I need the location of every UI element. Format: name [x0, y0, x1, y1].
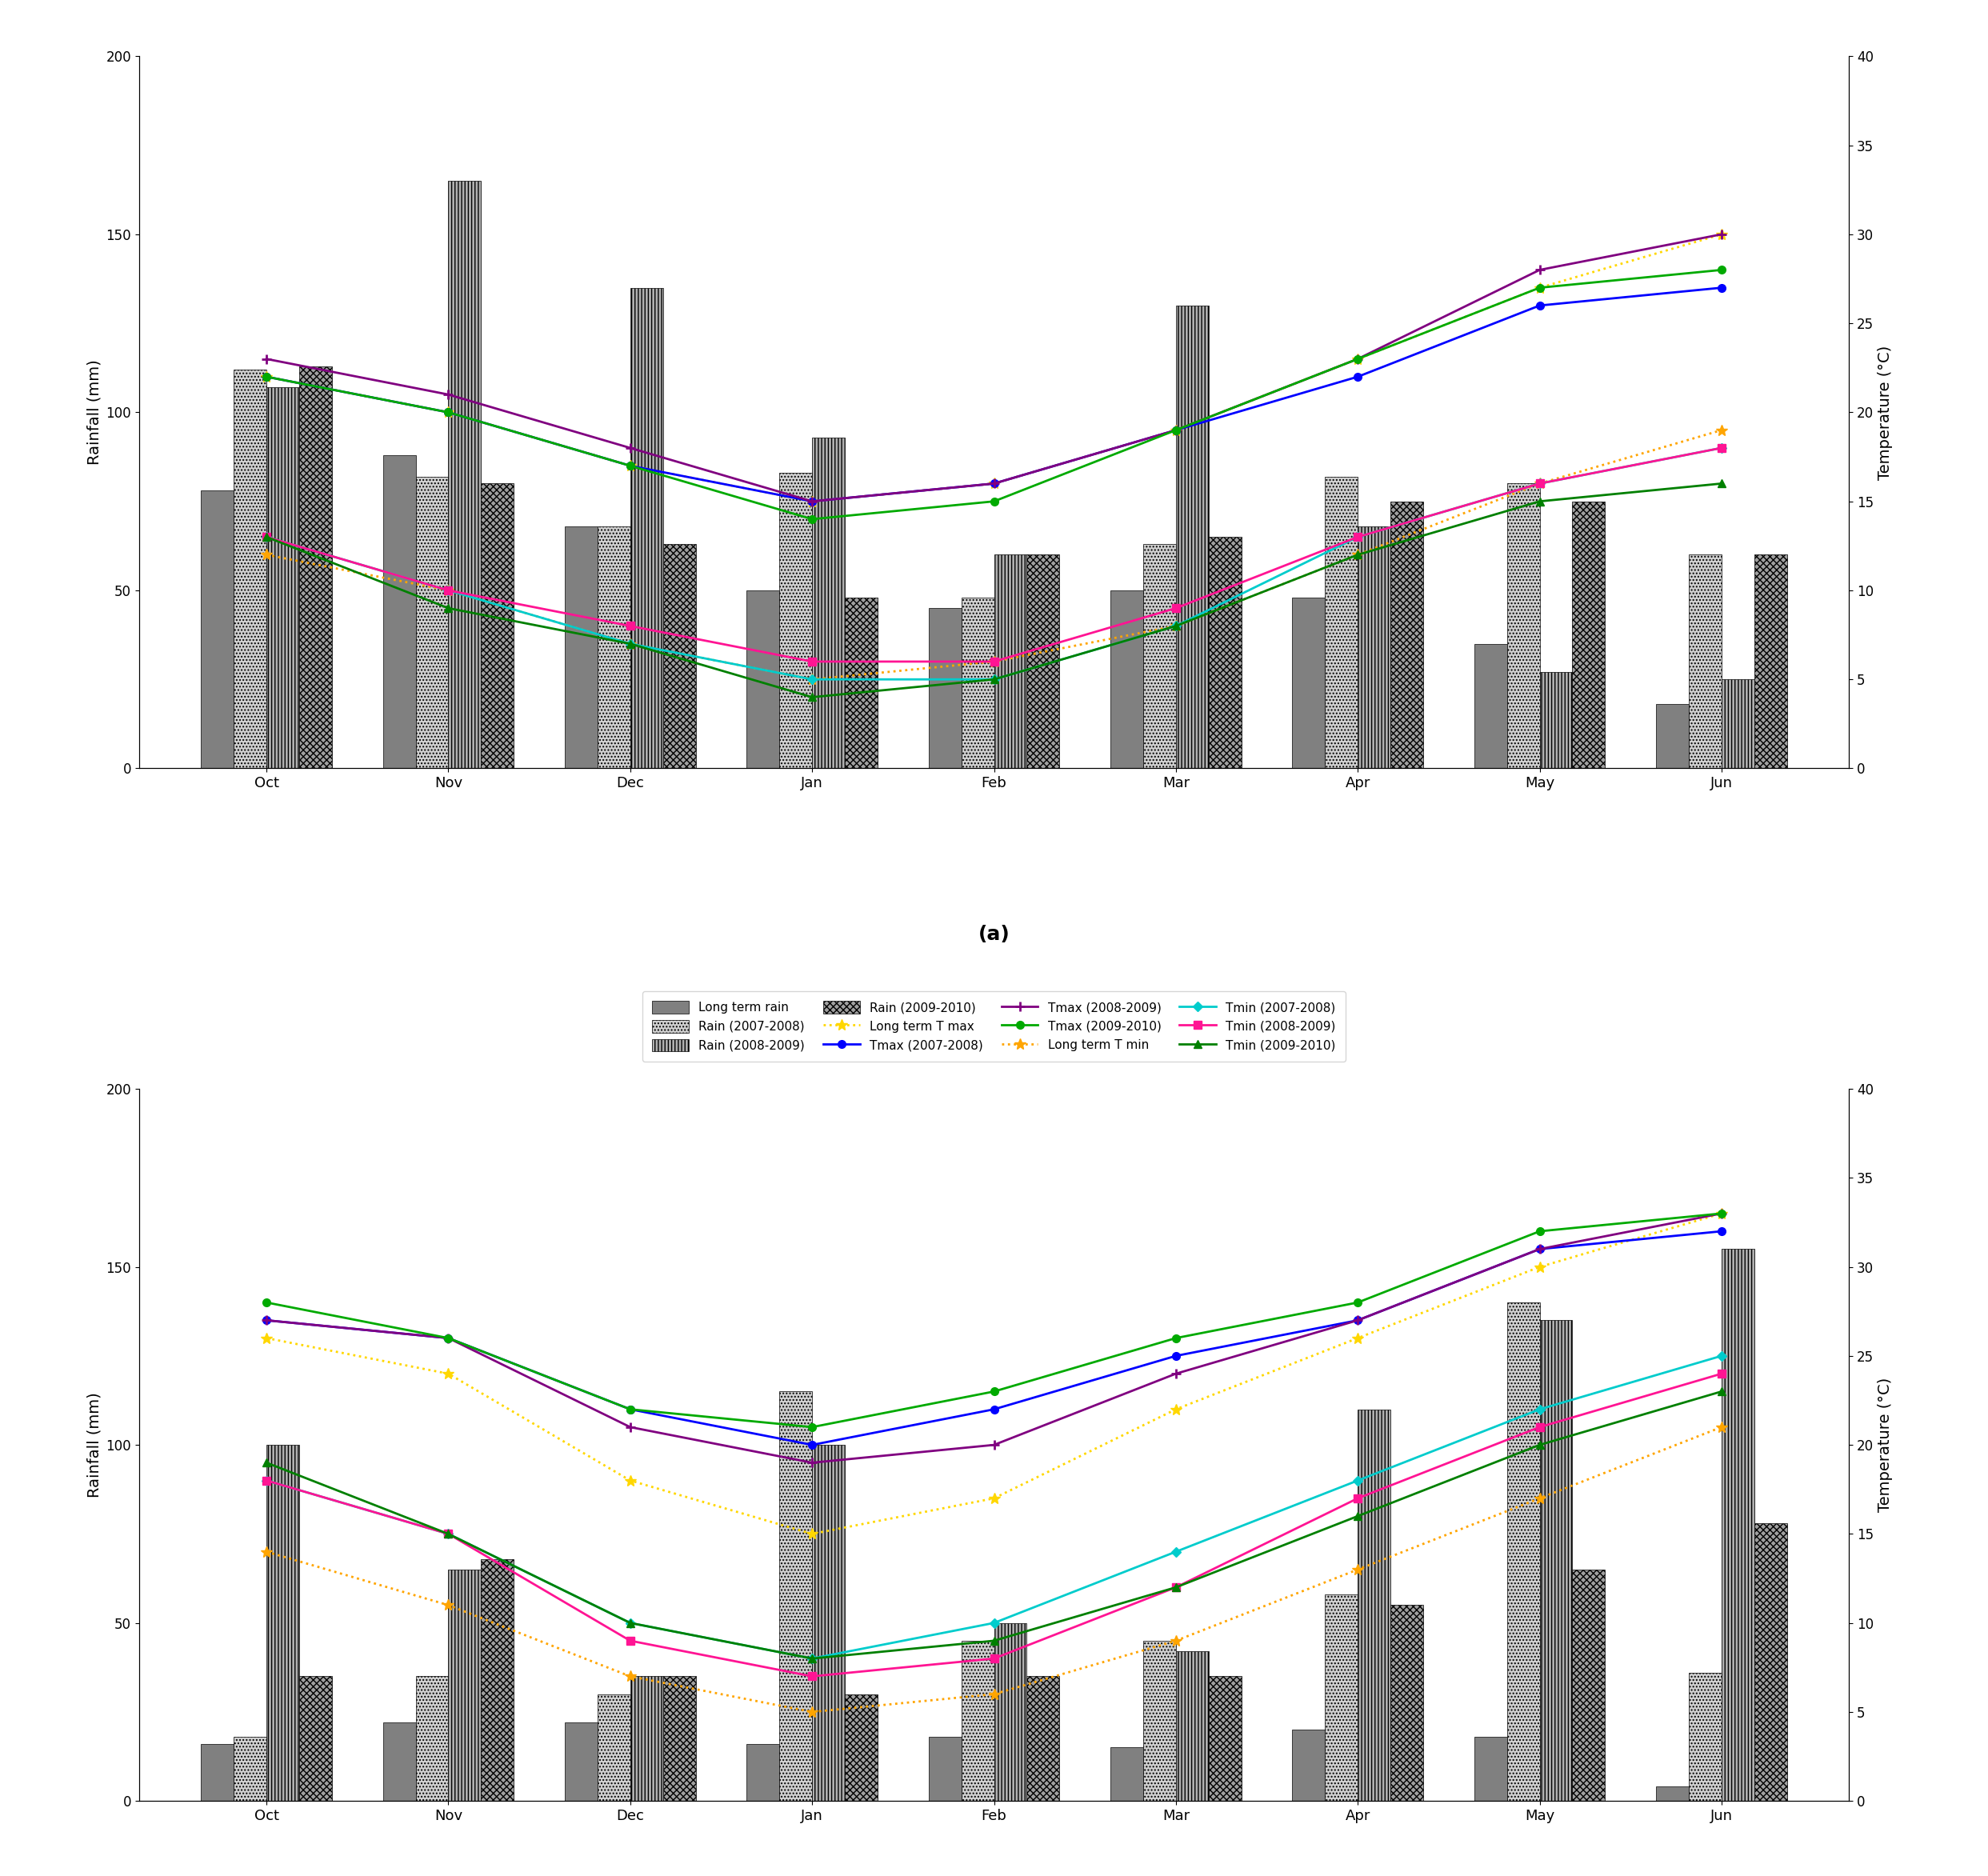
Bar: [266, 1445, 300, 1801]
Bar: [235, 1737, 266, 1801]
Bar: [1390, 501, 1423, 769]
Bar: [415, 477, 449, 769]
Bar: [449, 180, 481, 769]
Bar: [779, 473, 813, 769]
Bar: [201, 1745, 235, 1801]
Bar: [1326, 477, 1358, 769]
Bar: [1656, 704, 1688, 769]
Bar: [1722, 1249, 1753, 1801]
Bar: [235, 370, 266, 769]
Bar: [598, 1694, 630, 1801]
Bar: [1026, 1677, 1060, 1801]
Bar: [1026, 555, 1060, 769]
Bar: [747, 591, 779, 769]
Bar: [384, 456, 415, 769]
Bar: [962, 1642, 994, 1801]
Bar: [630, 287, 662, 769]
Bar: [1209, 537, 1241, 769]
Bar: [1539, 1321, 1573, 1801]
Bar: [1111, 591, 1143, 769]
Bar: [1143, 1642, 1175, 1801]
Legend: Long term rain, Rain (2007-2008), Rain (2008-2009), Rain (2009-2010), Long term : Long term rain, Rain (2007-2008), Rain (…: [642, 991, 1346, 1062]
Bar: [662, 544, 696, 769]
Bar: [449, 1570, 481, 1801]
Y-axis label: Rainfall (mm): Rainfall (mm): [85, 1392, 101, 1497]
Bar: [1358, 1409, 1390, 1801]
Bar: [845, 597, 877, 769]
Bar: [1143, 544, 1175, 769]
Bar: [813, 437, 845, 769]
Y-axis label: Temperature (°C): Temperature (°C): [1879, 345, 1893, 480]
Bar: [1573, 501, 1604, 769]
Bar: [1209, 1677, 1241, 1801]
Bar: [1175, 306, 1209, 769]
Bar: [1358, 527, 1390, 769]
Bar: [845, 1694, 877, 1801]
Bar: [1292, 1730, 1326, 1801]
Bar: [598, 527, 630, 769]
Bar: [1688, 555, 1722, 769]
Bar: [928, 1737, 962, 1801]
Bar: [1539, 672, 1573, 769]
Bar: [1292, 597, 1326, 769]
Y-axis label: Rainfall (mm): Rainfall (mm): [85, 360, 101, 465]
Bar: [300, 1677, 332, 1801]
Bar: [813, 1445, 845, 1801]
Bar: [300, 366, 332, 769]
Bar: [962, 597, 994, 769]
Bar: [994, 1623, 1026, 1801]
Bar: [1507, 484, 1539, 769]
Bar: [1753, 555, 1787, 769]
Bar: [481, 484, 513, 769]
Bar: [1656, 1786, 1688, 1801]
Bar: [994, 555, 1026, 769]
Bar: [1722, 679, 1753, 769]
Bar: [565, 1722, 598, 1801]
Bar: [1507, 1302, 1539, 1801]
Y-axis label: Temperature (°C): Temperature (°C): [1879, 1377, 1893, 1512]
Bar: [1326, 1595, 1358, 1801]
Bar: [928, 608, 962, 769]
Bar: [1475, 1737, 1507, 1801]
Bar: [481, 1559, 513, 1801]
Bar: [1390, 1606, 1423, 1801]
Bar: [266, 388, 300, 769]
Bar: [1111, 1748, 1143, 1801]
Bar: [1175, 1651, 1209, 1801]
Bar: [201, 492, 235, 769]
Bar: [1573, 1570, 1604, 1801]
Bar: [630, 1677, 662, 1801]
Bar: [1688, 1673, 1722, 1801]
Bar: [779, 1392, 813, 1801]
Bar: [747, 1745, 779, 1801]
Text: (a): (a): [978, 925, 1010, 944]
Bar: [1753, 1523, 1787, 1801]
Bar: [565, 527, 598, 769]
Bar: [415, 1677, 449, 1801]
Bar: [662, 1677, 696, 1801]
Bar: [384, 1722, 415, 1801]
Bar: [1475, 643, 1507, 769]
